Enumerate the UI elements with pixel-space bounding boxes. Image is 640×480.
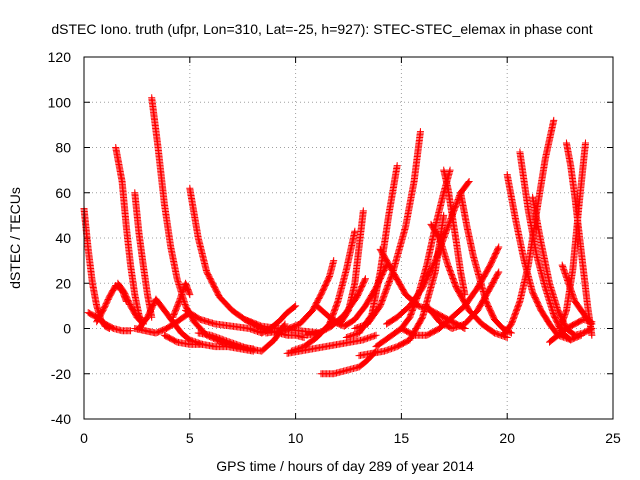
y-tick-label: -20 [51, 366, 71, 382]
data-series [169, 279, 194, 321]
data-series [131, 309, 194, 337]
data-series [112, 144, 147, 328]
axes: -40 -20 0 20 40 60 80 100 120 0 5 10 15 20 25 [48, 49, 621, 446]
data-point [127, 327, 135, 335]
y-tick-label: 60 [55, 185, 71, 201]
data-series [440, 166, 469, 299]
data-series [131, 189, 156, 321]
y-tick-label: 100 [48, 94, 72, 110]
data-point [550, 116, 558, 124]
data-series [503, 171, 575, 344]
data-series [182, 306, 266, 337]
data-series [457, 189, 515, 337]
data-point [393, 162, 401, 170]
x-tick-label: 25 [605, 430, 621, 446]
y-axis-label: dSTEC / TECUs [7, 187, 23, 289]
data-point [581, 139, 589, 147]
x-axis-label: GPS time / hours of day 289 of year 2014 [216, 458, 474, 474]
data-series [556, 139, 589, 332]
data-point [186, 291, 194, 299]
data-point [416, 128, 424, 136]
data-series [383, 177, 473, 328]
data-point [494, 269, 502, 277]
data-point [588, 331, 596, 339]
data-point [371, 332, 379, 340]
x-tick-label: 5 [186, 430, 194, 446]
data-point [351, 227, 359, 235]
y-tick-label: 0 [63, 321, 71, 337]
data-point [446, 166, 454, 174]
plot-frame [83, 56, 614, 420]
x-tick-label: 10 [288, 430, 304, 446]
data-point [464, 179, 472, 187]
data-point [330, 257, 338, 265]
data-point [361, 276, 369, 284]
data-point [361, 275, 369, 283]
data-series [313, 207, 367, 328]
data-points [80, 94, 596, 378]
chart-title: dSTEC Iono. truth (ufpr, Lon=310, Lat=-2… [51, 21, 592, 37]
data-series [499, 116, 558, 339]
data-point [465, 177, 473, 185]
data-point [507, 329, 515, 337]
x-tick-label: 20 [499, 430, 515, 446]
y-tick-label: -40 [51, 411, 71, 427]
data-series [194, 320, 289, 355]
data-series [317, 347, 380, 378]
y-tick-label: 80 [55, 140, 71, 156]
y-tick-label: 20 [55, 275, 71, 291]
x-tick-label: 15 [394, 430, 410, 446]
data-point [494, 244, 502, 252]
y-tick-label: 40 [55, 230, 71, 246]
data-point [461, 291, 469, 299]
data-point [292, 302, 300, 310]
data-point [495, 268, 503, 276]
data-series [427, 220, 511, 342]
data-point [495, 243, 503, 251]
data-series [262, 257, 338, 337]
data-series [372, 166, 454, 351]
data-series [186, 184, 325, 337]
data-point [359, 207, 367, 215]
data-point [372, 331, 380, 339]
y-tick-label: 120 [48, 49, 72, 65]
data-point [503, 334, 511, 342]
data-point [291, 303, 299, 311]
x-tick-label: 0 [80, 430, 88, 446]
